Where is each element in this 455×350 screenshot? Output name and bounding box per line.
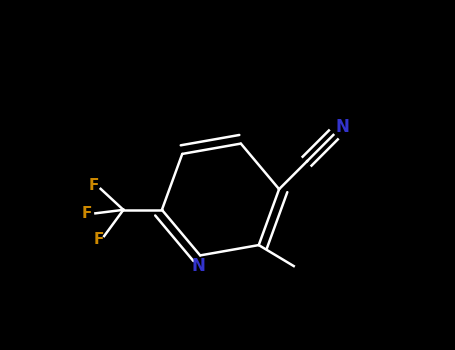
Text: N: N bbox=[192, 257, 205, 275]
Text: F: F bbox=[81, 206, 92, 221]
Text: N: N bbox=[335, 118, 349, 136]
Text: F: F bbox=[94, 232, 104, 247]
Text: F: F bbox=[88, 178, 99, 193]
